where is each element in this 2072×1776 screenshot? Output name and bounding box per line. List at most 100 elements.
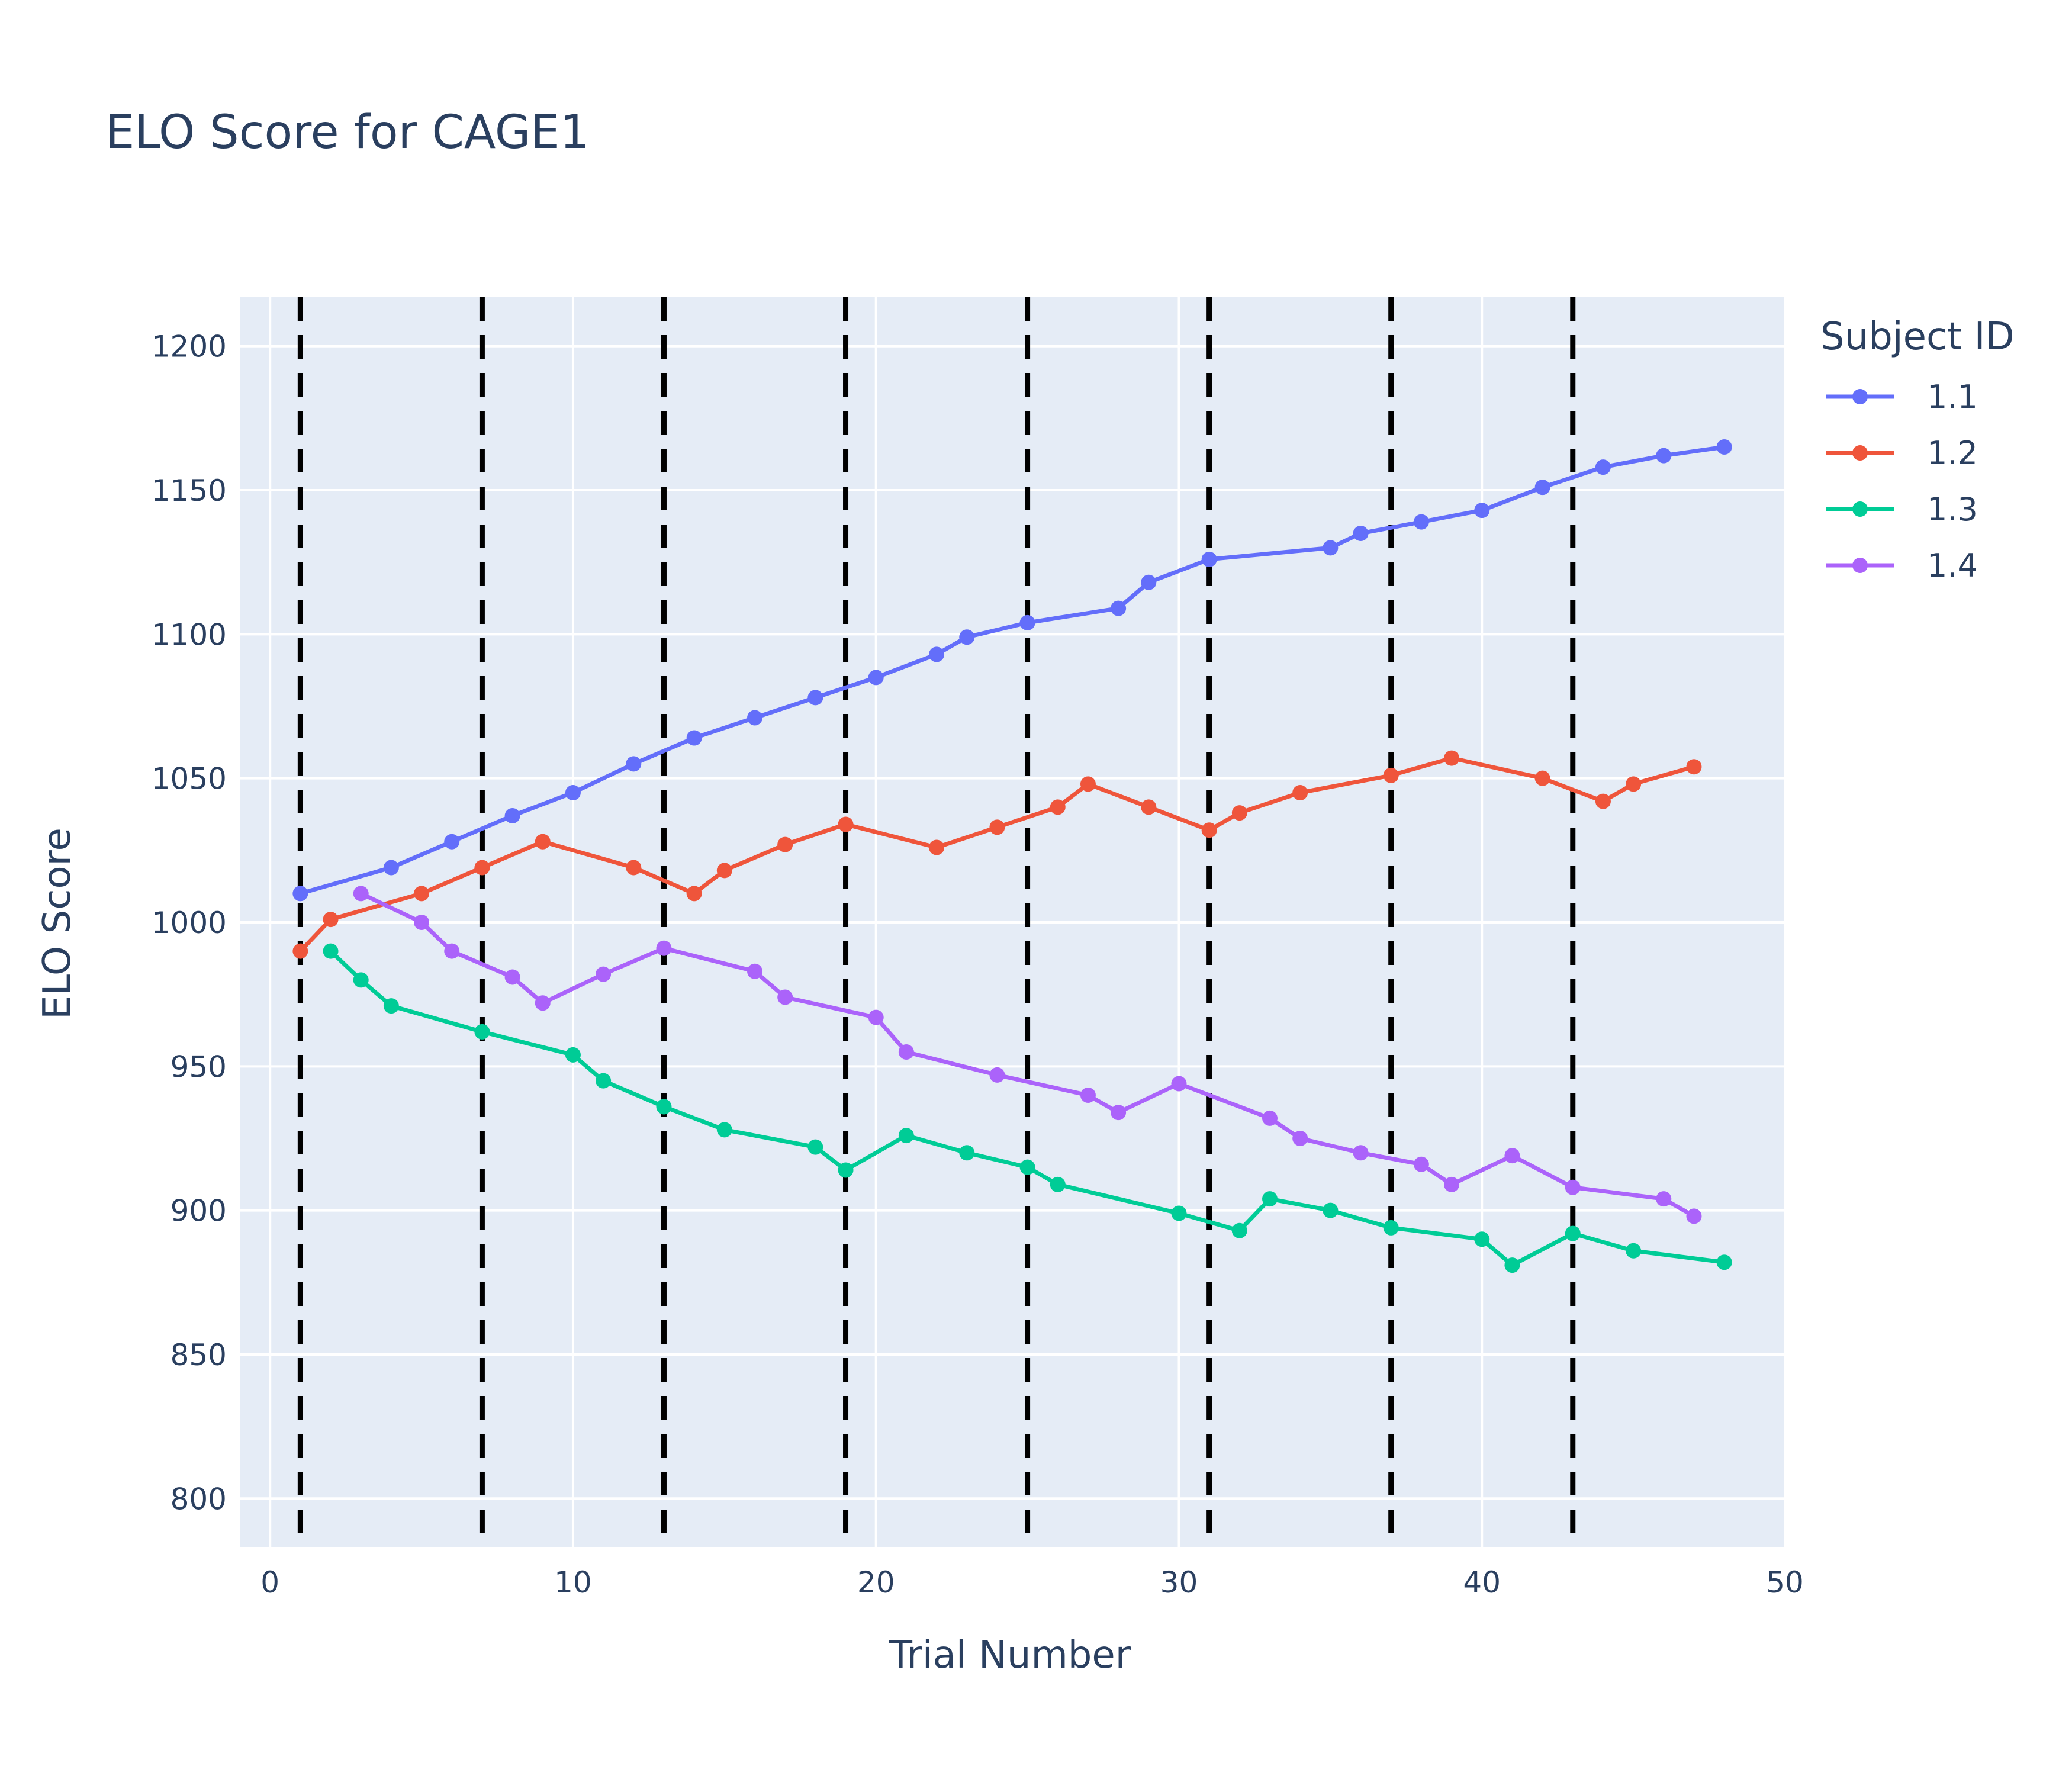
data-point (1292, 785, 1308, 801)
data-point (747, 963, 762, 979)
trial-separators (297, 297, 1576, 1547)
data-point (1686, 759, 1702, 775)
data-point (474, 1024, 490, 1040)
data-point (1323, 1202, 1339, 1218)
data-point (1111, 600, 1127, 616)
series-1-1 (292, 439, 1732, 902)
legend-swatch-marker (1852, 501, 1868, 517)
data-point (626, 756, 642, 772)
data-point (1171, 1076, 1187, 1092)
data-point (929, 646, 945, 662)
series-layer (292, 439, 1732, 1273)
data-point (535, 995, 551, 1011)
y-tick-label: 900 (170, 1194, 227, 1228)
legend: Subject ID 1.1 1.2 1.3 1.4 (1820, 315, 2015, 584)
data-point (1444, 1176, 1460, 1192)
y-tick-label: 1200 (152, 330, 227, 364)
data-point (1353, 1145, 1369, 1161)
data-point (596, 966, 612, 982)
data-point (686, 730, 702, 746)
legend-swatch-marker (1852, 445, 1868, 461)
data-point (1019, 1159, 1035, 1175)
data-point (807, 1139, 823, 1155)
data-point (1383, 1220, 1399, 1236)
y-tick-label: 1050 (152, 762, 227, 796)
data-point (1444, 750, 1460, 766)
legend-title: Subject ID (1820, 315, 2015, 359)
x-tick-label: 10 (554, 1565, 592, 1600)
data-point (1292, 1130, 1308, 1146)
data-point (444, 943, 460, 959)
legend-swatch-marker (1852, 558, 1868, 573)
data-point (565, 785, 581, 801)
data-point (1504, 1148, 1520, 1164)
legend-item: 1.3 (1826, 491, 1978, 528)
data-point (1565, 1225, 1581, 1241)
data-point (1383, 767, 1399, 783)
data-point (1656, 448, 1672, 464)
data-point (292, 943, 308, 959)
data-point (898, 1128, 914, 1144)
data-point (1626, 776, 1642, 792)
data-point (1686, 1208, 1702, 1224)
series-1-4 (353, 886, 1702, 1224)
data-point (504, 969, 520, 985)
data-point (898, 1044, 914, 1060)
series-line (298, 756, 1695, 953)
data-point (1626, 1243, 1642, 1259)
legend-swatch-marker (1852, 389, 1868, 404)
chart-title: ELO Score for CAGE1 (105, 106, 589, 159)
data-point (868, 1009, 884, 1025)
data-point (1201, 551, 1217, 567)
x-tick-label: 20 (857, 1565, 895, 1600)
y-tick-label: 1150 (152, 474, 227, 508)
data-point (807, 690, 823, 706)
data-point (1474, 1231, 1490, 1247)
data-point (1050, 1176, 1066, 1192)
x-tick-label: 30 (1160, 1565, 1198, 1600)
data-point (596, 1073, 612, 1089)
grid (240, 297, 1786, 1547)
data-point (1353, 526, 1369, 542)
data-point (777, 989, 793, 1005)
data-point (1595, 793, 1611, 809)
data-point (1231, 805, 1247, 821)
legend-item: 1.4 (1826, 547, 1978, 584)
data-point (1262, 1191, 1278, 1207)
data-point (565, 1047, 581, 1063)
legend-item: 1.2 (1826, 435, 1978, 472)
data-point (686, 886, 702, 902)
data-point (1141, 574, 1157, 590)
data-point (1656, 1191, 1672, 1207)
data-point (383, 860, 399, 876)
y-axis-title: ELO Score (36, 828, 79, 1019)
data-point (1111, 1105, 1127, 1121)
data-point (1565, 1179, 1581, 1195)
x-tick-label: 0 (260, 1565, 279, 1600)
y-tick-label: 950 (170, 1050, 227, 1084)
data-point (1171, 1205, 1187, 1221)
data-point (1019, 614, 1035, 630)
data-point (535, 834, 551, 850)
data-point (716, 1122, 732, 1138)
data-point (747, 710, 762, 726)
data-point (1413, 1156, 1429, 1172)
y-tick-label: 1100 (152, 617, 227, 652)
data-point (1716, 1254, 1732, 1270)
data-point (414, 915, 430, 930)
x-axis-title: Trial Number (889, 1633, 1131, 1677)
data-point (1534, 480, 1550, 496)
data-point (1141, 799, 1157, 815)
data-point (959, 629, 975, 645)
data-point (444, 834, 460, 850)
legend-label: 1.1 (1927, 378, 1978, 416)
data-point (1413, 514, 1429, 530)
data-point (353, 972, 369, 988)
data-point (1474, 503, 1490, 519)
data-point (1716, 439, 1732, 455)
data-point (838, 816, 854, 832)
data-point (959, 1145, 975, 1161)
legend-label: 1.3 (1927, 491, 1978, 528)
data-point (292, 886, 308, 902)
